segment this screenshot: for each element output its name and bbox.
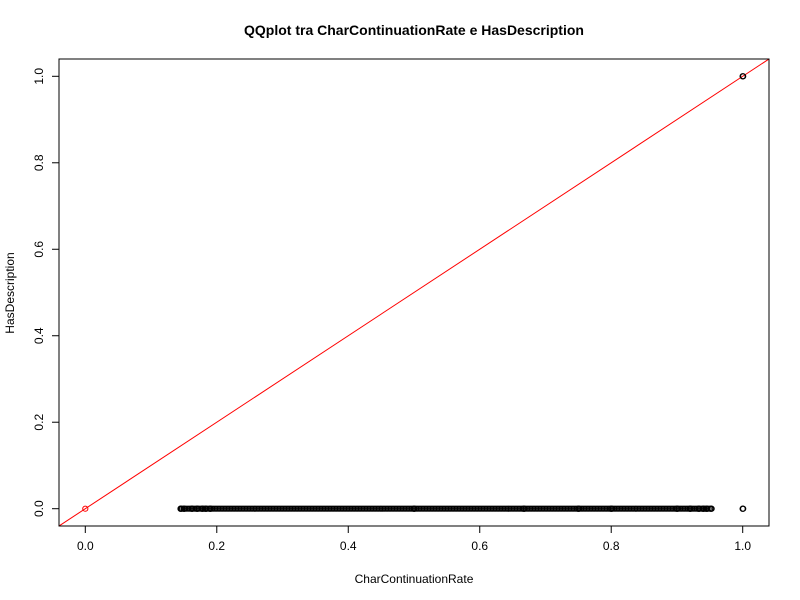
x-tick-label: 1.0	[734, 539, 751, 553]
x-tick-label: 0.4	[340, 539, 357, 553]
x-tick-label: 0.6	[471, 539, 488, 553]
data-point	[740, 505, 747, 512]
y-tick-label: 0.0	[32, 500, 46, 517]
data-point	[740, 73, 747, 80]
data-point	[696, 505, 703, 512]
y-tick-label: 0.2	[32, 414, 46, 431]
plot-area	[59, 59, 769, 526]
data-point	[674, 505, 681, 512]
data-point	[203, 505, 210, 512]
y-tick-label: 0.6	[32, 241, 46, 258]
y-tick-label: 0.4	[32, 327, 46, 344]
chart-title: QQplot tra CharContinuationRate e HasDes…	[244, 22, 584, 38]
data-point	[703, 505, 711, 512]
reference-line	[59, 59, 769, 526]
x-tick-label: 0.8	[603, 539, 620, 553]
data-point	[181, 505, 188, 512]
data-point	[700, 505, 707, 512]
data-point	[199, 505, 206, 512]
y-tick-label: 1.0	[32, 68, 46, 85]
data-point	[207, 505, 214, 512]
data-point	[521, 505, 528, 512]
data-point	[687, 505, 694, 512]
data-point	[575, 505, 582, 512]
x-axis-label: CharContinuationRate	[355, 572, 474, 586]
y-tick-label: 0.8	[32, 154, 46, 171]
x-tick-label: 0.0	[77, 539, 94, 553]
highlight-point	[82, 505, 89, 512]
data-point	[178, 505, 185, 512]
data-point	[411, 505, 418, 512]
y-axis-label: HasDescription	[3, 252, 17, 333]
x-tick-label: 0.2	[208, 539, 225, 553]
data-point	[708, 505, 715, 512]
data-point	[608, 505, 615, 512]
